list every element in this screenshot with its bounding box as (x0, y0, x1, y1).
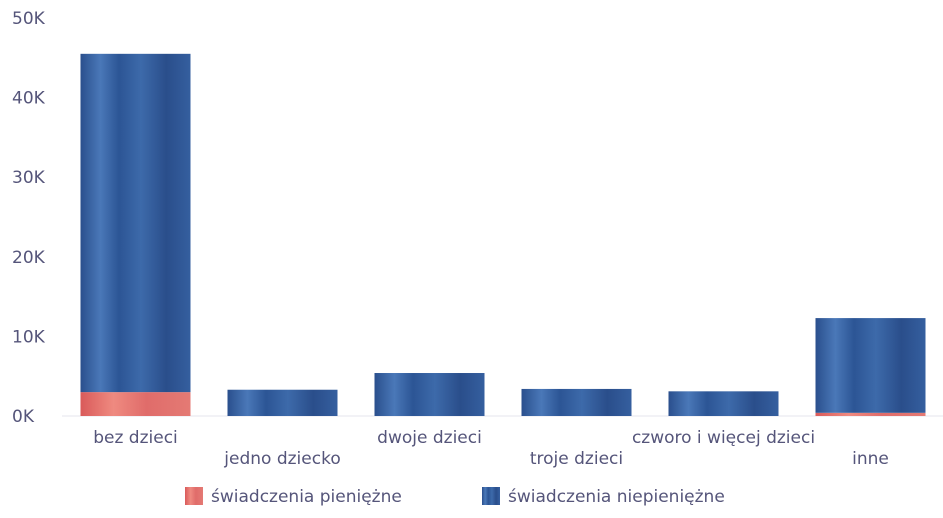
legend-swatch-1[interactable] (482, 487, 500, 505)
bars (80, 53, 926, 416)
y-tick-label: 30K (12, 168, 46, 188)
bar-segment-pieniezne-0[interactable] (80, 392, 191, 416)
legend-label-0[interactable]: świadczenia pieniężne (211, 487, 402, 507)
x-tick-label: inne (852, 449, 889, 469)
x-tick-label: czworo i więcej dzieci (632, 428, 815, 448)
legend-label-1[interactable]: świadczenia niepieniężne (508, 487, 725, 507)
y-tick-label: 0K (12, 407, 35, 427)
legend-swatch-0[interactable] (185, 487, 203, 505)
bar-segment-niepieniezne-0[interactable] (80, 53, 191, 393)
bar-segment-niepieniezne-4[interactable] (668, 391, 779, 416)
y-tick-label: 10K (12, 327, 46, 347)
bar-segment-niepieniezne-3[interactable] (521, 388, 632, 416)
y-tick-label: 20K (12, 248, 46, 268)
x-axis: bez dzieci jedno dziecko dwoje dzieci troje… (93, 428, 889, 469)
x-tick-label: troje dzieci (530, 449, 623, 469)
bar-segment-niepieniezne-2[interactable] (374, 373, 485, 416)
bar-segment-niepieniezne-5[interactable] (815, 318, 926, 413)
legend: świadczenia pieniężne świadczenia niepien… (185, 487, 725, 507)
x-tick-label: bez dzieci (93, 428, 178, 448)
y-axis: 0K 10K 20K 30K 40K 50K (12, 9, 943, 427)
y-tick-label: 50K (12, 9, 46, 29)
y-tick-label: 40K (12, 89, 46, 109)
x-tick-label: jedno dziecko (223, 449, 340, 469)
x-tick-label: dwoje dzieci (377, 428, 482, 448)
bar-segment-niepieniezne-1[interactable] (227, 389, 338, 416)
bar-segment-pieniezne-5[interactable] (815, 412, 926, 416)
